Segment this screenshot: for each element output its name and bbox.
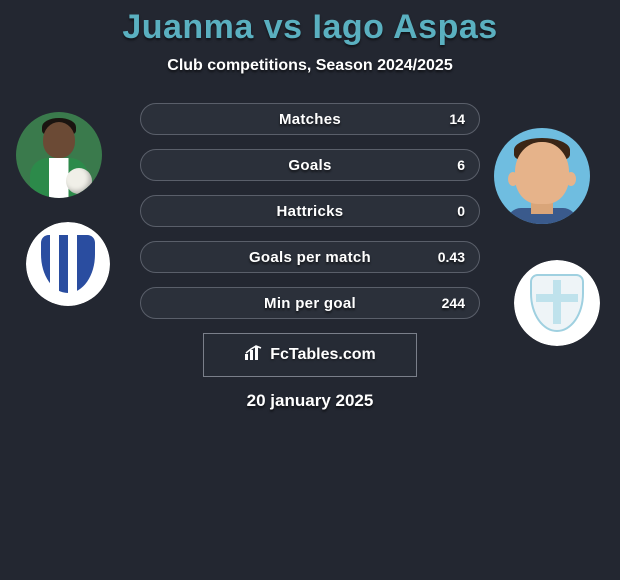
stat-row: Goals per match 0.43: [140, 241, 480, 273]
stat-label: Min per goal: [264, 295, 356, 312]
stat-value: 244: [442, 295, 465, 311]
club-left-crest: DEPORTIVO: [26, 222, 110, 306]
stat-row: Min per goal 244: [140, 287, 480, 319]
stat-value: 14: [449, 111, 465, 127]
stat-row: Hattricks 0: [140, 195, 480, 227]
page-title: Juanma vs Iago Aspas: [0, 8, 620, 47]
date-text: 20 january 2025: [0, 391, 620, 411]
player-left-avatar: [16, 112, 102, 198]
stat-value: 0: [457, 203, 465, 219]
stat-label: Goals per match: [249, 249, 371, 266]
brand-box: FcTables.com: [203, 333, 417, 377]
stats-list: Matches 14 Goals 6 Hattricks 0 Goals per…: [140, 103, 480, 319]
stat-label: Goals: [288, 157, 331, 174]
stat-row: Matches 14: [140, 103, 480, 135]
infographic-root: Juanma vs Iago Aspas Club competitions, …: [0, 0, 620, 411]
stat-label: Hattricks: [277, 203, 344, 220]
stat-row: Goals 6: [140, 149, 480, 181]
stat-label: Matches: [279, 111, 341, 128]
club-right-crest: [514, 260, 600, 346]
stat-value: 6: [457, 157, 465, 173]
stat-value: 0.43: [438, 249, 465, 265]
player-right-avatar: [494, 128, 590, 224]
brand-text: FcTables.com: [270, 346, 376, 364]
subtitle: Club competitions, Season 2024/2025: [0, 57, 620, 75]
chart-icon: [244, 345, 264, 366]
